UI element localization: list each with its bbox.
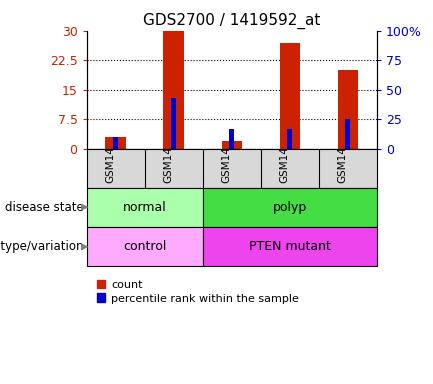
Text: polyp: polyp — [272, 201, 307, 214]
Text: GSM140792: GSM140792 — [106, 119, 116, 182]
Text: control: control — [123, 240, 166, 253]
Bar — [346, 119, 350, 149]
Bar — [229, 129, 234, 149]
Text: PTEN mutant: PTEN mutant — [249, 240, 331, 253]
Bar — [164, 31, 184, 149]
Bar — [106, 137, 126, 149]
Text: genotype/variation: genotype/variation — [0, 240, 84, 253]
Text: GSM140817: GSM140817 — [280, 119, 290, 182]
Bar — [87, 188, 203, 227]
Bar — [87, 227, 203, 266]
Bar — [222, 141, 242, 149]
Bar — [203, 188, 377, 227]
Bar — [288, 129, 292, 149]
Bar — [203, 227, 377, 266]
Text: disease state: disease state — [5, 201, 84, 214]
Text: GSM140818: GSM140818 — [338, 119, 348, 182]
Text: normal: normal — [123, 201, 167, 214]
Text: GSM140813: GSM140813 — [222, 119, 232, 182]
Bar — [171, 98, 176, 149]
Bar — [113, 137, 118, 149]
Bar — [338, 70, 358, 149]
Legend: count, percentile rank within the sample: count, percentile rank within the sample — [92, 276, 304, 308]
Bar — [280, 43, 300, 149]
Title: GDS2700 / 1419592_at: GDS2700 / 1419592_at — [143, 13, 320, 29]
Text: GSM140816: GSM140816 — [164, 119, 174, 182]
